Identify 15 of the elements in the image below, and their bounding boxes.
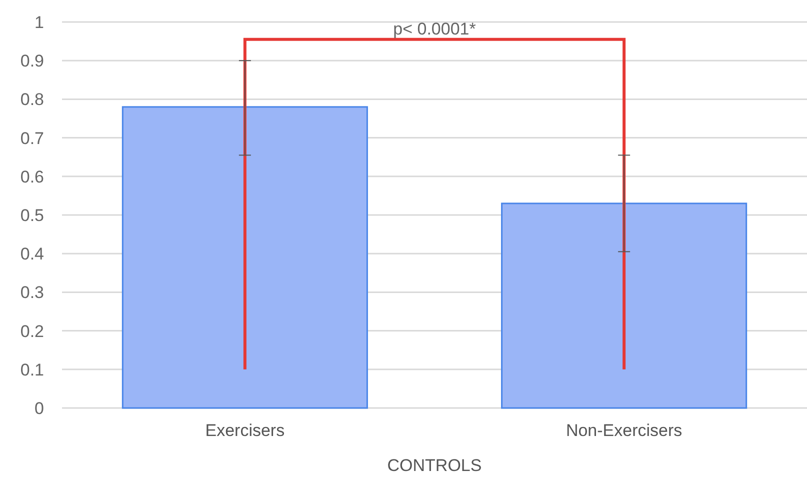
y-tick-label: 0.5 (20, 206, 44, 225)
x-axis-title: CONTROLS (387, 456, 482, 475)
y-tick-label: 0.8 (20, 90, 44, 110)
y-tick-label: 0.9 (20, 52, 44, 71)
y-tick-label: 0.1 (20, 360, 44, 380)
y-tick-label: 0 (34, 398, 44, 418)
y-tick-label: 0.6 (20, 167, 44, 186)
y-tick-label: 0.3 (20, 283, 44, 302)
x-tick-label: Exercisers (205, 421, 285, 440)
y-tick-label: 1 (34, 12, 44, 32)
y-tick-label: 0.2 (20, 322, 44, 341)
annotation: p< 0.0001* (393, 19, 476, 38)
x-tick-label: Non-Exercisers (566, 421, 682, 440)
y-tick-label: 0.4 (20, 244, 44, 264)
y-tick-label: 0.7 (20, 128, 44, 148)
